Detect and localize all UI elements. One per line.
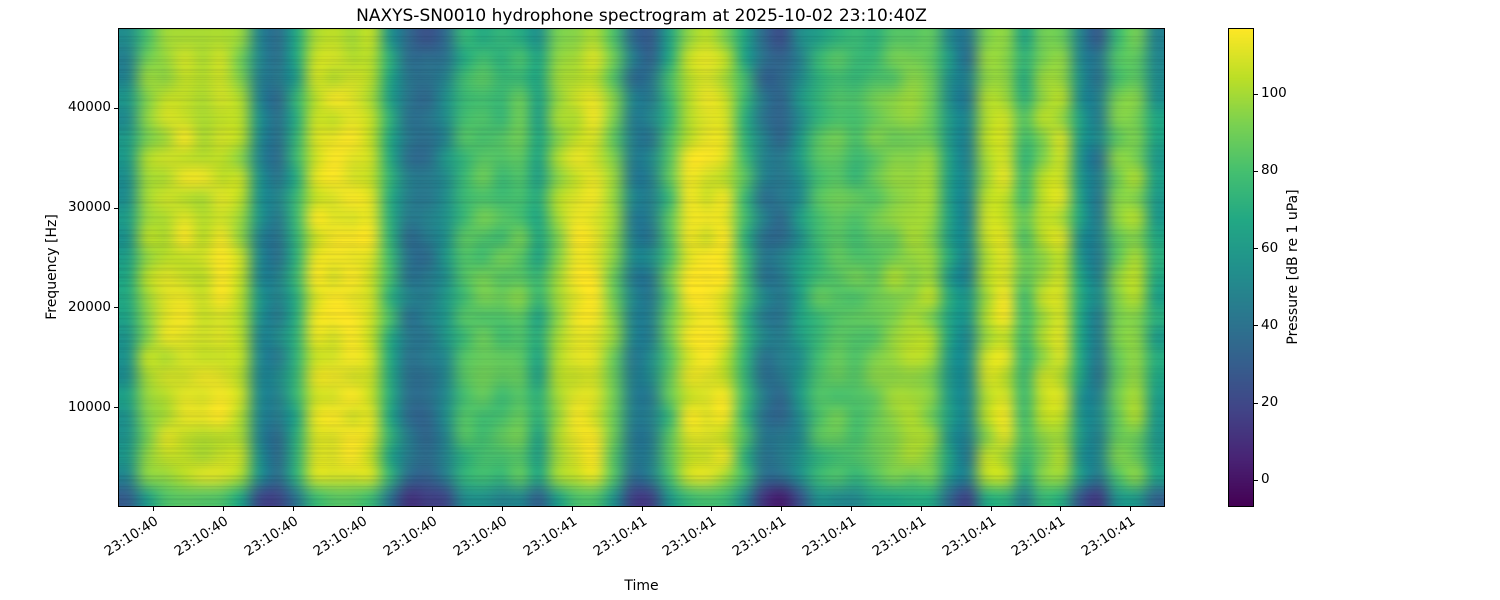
chart-title: NAXYS-SN0010 hydrophone spectrogram at 2…: [356, 6, 927, 26]
x-tick-mark: [432, 507, 434, 511]
x-tick-mark: [990, 507, 992, 511]
x-tick-mark: [292, 507, 294, 511]
colorbar-tick-label: 60: [1261, 239, 1279, 256]
y-tick-label: 10000: [68, 398, 111, 415]
colorbar: [1228, 28, 1254, 507]
x-tick-mark: [711, 507, 713, 511]
y-tick-mark: [114, 207, 118, 209]
x-tick-mark: [920, 507, 922, 511]
y-tick-label: 30000: [68, 199, 111, 216]
x-tick-mark: [850, 507, 852, 511]
x-tick-mark: [781, 507, 783, 511]
y-tick-label: 20000: [68, 298, 111, 315]
colorbar-gradient: [1229, 29, 1253, 506]
x-tick-mark: [1130, 507, 1132, 511]
colorbar-tick-mark: [1254, 479, 1258, 481]
colorbar-tick-mark: [1254, 248, 1258, 250]
colorbar-tick-label: 100: [1261, 85, 1287, 102]
y-tick-label: 40000: [68, 99, 111, 116]
x-tick-mark: [222, 507, 224, 511]
y-tick-mark: [114, 307, 118, 309]
x-tick-mark: [152, 507, 154, 511]
colorbar-tick-mark: [1254, 93, 1258, 95]
colorbar-tick-label: 0: [1261, 471, 1270, 488]
spectrogram-heatmap-image: [119, 29, 1164, 506]
colorbar-tick-mark: [1254, 170, 1258, 172]
x-tick-mark: [571, 507, 573, 511]
colorbar-tick-mark: [1254, 325, 1258, 327]
plot-area: [118, 28, 1165, 507]
x-tick-mark: [641, 507, 643, 511]
y-tick-mark: [114, 107, 118, 109]
x-tick-mark: [501, 507, 503, 511]
colorbar-tick-label: 20: [1261, 394, 1279, 411]
y-tick-mark: [114, 407, 118, 409]
x-axis-label: Time: [624, 578, 659, 594]
colorbar-tick-mark: [1254, 402, 1258, 404]
x-tick-mark: [362, 507, 364, 511]
colorbar-tick-label: 80: [1261, 162, 1279, 179]
x-tick-mark: [1060, 507, 1062, 511]
colorbar-tick-label: 40: [1261, 316, 1279, 333]
colorbar-label: Pressure [dB re 1 uPa]: [1285, 189, 1301, 345]
